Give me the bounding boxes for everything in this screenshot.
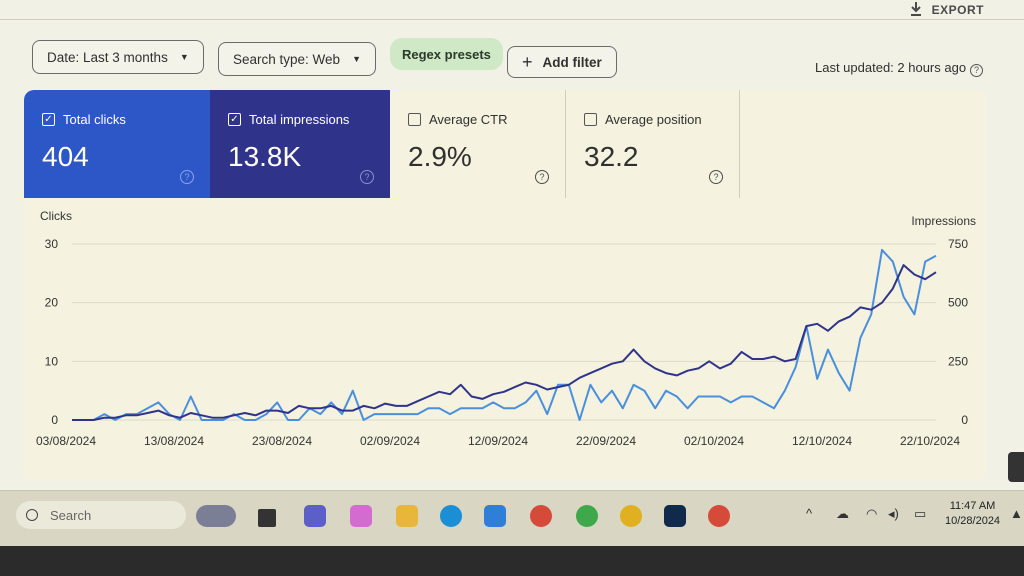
- y-tick-left: 20: [45, 296, 59, 310]
- metric-label: Total impressions: [249, 112, 350, 127]
- regex-presets-label: Regex presets: [402, 46, 491, 62]
- metric-total-impressions[interactable]: ✓ Total impressions 13.8K ?: [210, 90, 390, 198]
- series-line-clicks: [72, 248, 937, 421]
- y-tick-left: 10: [45, 354, 59, 368]
- x-tick-label: 12/09/2024: [468, 434, 528, 448]
- search-type-label: Search type: Web: [233, 51, 341, 67]
- file-explorer-icon[interactable]: [396, 505, 418, 527]
- x-tick-label: 12/10/2024: [792, 434, 852, 448]
- clock-time: 11:47 AM: [949, 500, 996, 512]
- y-tick-right: 500: [948, 296, 968, 310]
- store-icon[interactable]: [484, 505, 506, 527]
- metric-label: Total clicks: [63, 112, 126, 127]
- photoshop-icon[interactable]: [664, 505, 686, 527]
- chrome-icon[interactable]: [530, 505, 552, 527]
- help-icon[interactable]: ?: [970, 64, 984, 77]
- y-axis-right-title: Impressions: [911, 214, 976, 228]
- chrome-icon[interactable]: [576, 505, 598, 527]
- last-updated: Last updated: 2 hours ago?: [815, 60, 984, 77]
- y-tick-right: 250: [948, 354, 968, 368]
- x-tick-label: 22/09/2024: [576, 434, 636, 448]
- date-filter-label: Date: Last 3 months: [47, 49, 168, 65]
- search-type-chip[interactable]: Search type: Web ▼: [218, 42, 376, 76]
- monitor-bezel: [0, 546, 1024, 576]
- taskbar-search-placeholder: Search: [50, 507, 92, 523]
- metric-value: 2.9%: [408, 141, 472, 172]
- task-view-icon[interactable]: [258, 509, 276, 527]
- checkbox-unchecked-icon[interactable]: [408, 113, 421, 126]
- y-tick-right: 0: [961, 413, 968, 427]
- x-tick-label: 13/08/2024: [144, 434, 204, 448]
- system-clock[interactable]: 11:47 AM 10/28/2024: [945, 499, 1000, 529]
- export-label: EXPORT: [931, 3, 984, 17]
- download-icon: [910, 2, 921, 16]
- battery-icon[interactable]: ▭: [914, 506, 927, 521]
- chrome-icon[interactable]: [620, 505, 642, 527]
- export-button[interactable]: EXPORT: [910, 2, 984, 17]
- metric-average-ctr[interactable]: Average CTR 2.9% ?: [390, 90, 566, 198]
- clock-date: 10/28/2024: [945, 515, 1001, 527]
- add-filter-label: Add filter: [542, 54, 602, 70]
- metric-label: Average position: [605, 112, 702, 127]
- speaker-icon[interactable]: ◂): [888, 506, 899, 521]
- teams-icon[interactable]: [304, 505, 326, 527]
- side-panel-tab[interactable]: [1008, 452, 1024, 482]
- y-tick-right: 750: [948, 237, 968, 251]
- metric-label: Average CTR: [429, 112, 508, 127]
- dropdown-caret-icon: ▼: [179, 52, 189, 62]
- copilot-icon[interactable]: [350, 505, 372, 527]
- dropdown-caret-icon: ▼: [352, 54, 361, 64]
- add-filter-button[interactable]: + Add filter: [507, 46, 617, 78]
- cloud-icon[interactable]: ☁: [836, 506, 849, 521]
- x-tick-label: 23/08/2024: [252, 434, 312, 448]
- performance-chart[interactable]: Clicks Impressions 0 0 10 250 20 500 30 750 03/08/…: [24, 198, 986, 480]
- checkbox-unchecked-icon[interactable]: [584, 113, 597, 126]
- help-icon[interactable]: ?: [360, 170, 374, 184]
- help-icon[interactable]: ?: [709, 170, 723, 184]
- search-icon: [26, 509, 38, 521]
- metric-total-clicks[interactable]: ✓ Total clicks 404 ?: [24, 90, 210, 198]
- metric-value: 32.2: [584, 141, 639, 172]
- chrome-icon[interactable]: [708, 505, 730, 527]
- checkbox-checked-icon[interactable]: ✓: [42, 113, 55, 126]
- taskbar-search[interactable]: Search: [16, 501, 186, 529]
- regex-presets-chip[interactable]: Regex presets: [390, 38, 503, 70]
- x-tick-label: 03/08/2024: [36, 434, 96, 448]
- series-line-impressions: [72, 264, 937, 421]
- plus-icon: +: [522, 51, 533, 72]
- x-tick-label: 02/10/2024: [684, 434, 744, 448]
- metric-value: 13.8K: [228, 141, 302, 172]
- x-tick-label: 22/10/2024: [900, 434, 960, 448]
- checkbox-checked-icon[interactable]: ✓: [228, 113, 241, 126]
- y-axis-left-title: Clicks: [40, 209, 72, 223]
- help-icon[interactable]: ?: [180, 170, 194, 184]
- widgets-icon[interactable]: [196, 505, 236, 527]
- help-icon[interactable]: ?: [535, 170, 549, 184]
- y-tick-left: 0: [51, 413, 58, 427]
- edge-icon[interactable]: [440, 505, 462, 527]
- date-filter-chip[interactable]: Date: Last 3 months ▼: [32, 40, 204, 74]
- wifi-icon[interactable]: ◠: [866, 506, 878, 521]
- browser-viewport: EXPORT Date: Last 3 months ▼ Search type:…: [0, 0, 1024, 490]
- metric-value: 404: [42, 141, 89, 172]
- top-bar: EXPORT: [0, 0, 1024, 20]
- x-tick-label: 02/09/2024: [360, 434, 420, 448]
- metric-average-position[interactable]: Average position 32.2 ?: [566, 90, 740, 198]
- notification-bell-icon[interactable]: ▲: [1010, 506, 1023, 521]
- last-updated-text: Last updated: 2 hours ago: [815, 60, 967, 75]
- taskbar: Search ^ ☁ ◠ ◂) ▭ 11:47 AM 10/28/2024 ▲: [0, 490, 1024, 546]
- chevron-up-icon[interactable]: ^: [806, 506, 813, 521]
- performance-card: ✓ Total clicks 404 ? ✓ Total impressions 1…: [24, 90, 986, 480]
- y-tick-left: 30: [45, 237, 59, 251]
